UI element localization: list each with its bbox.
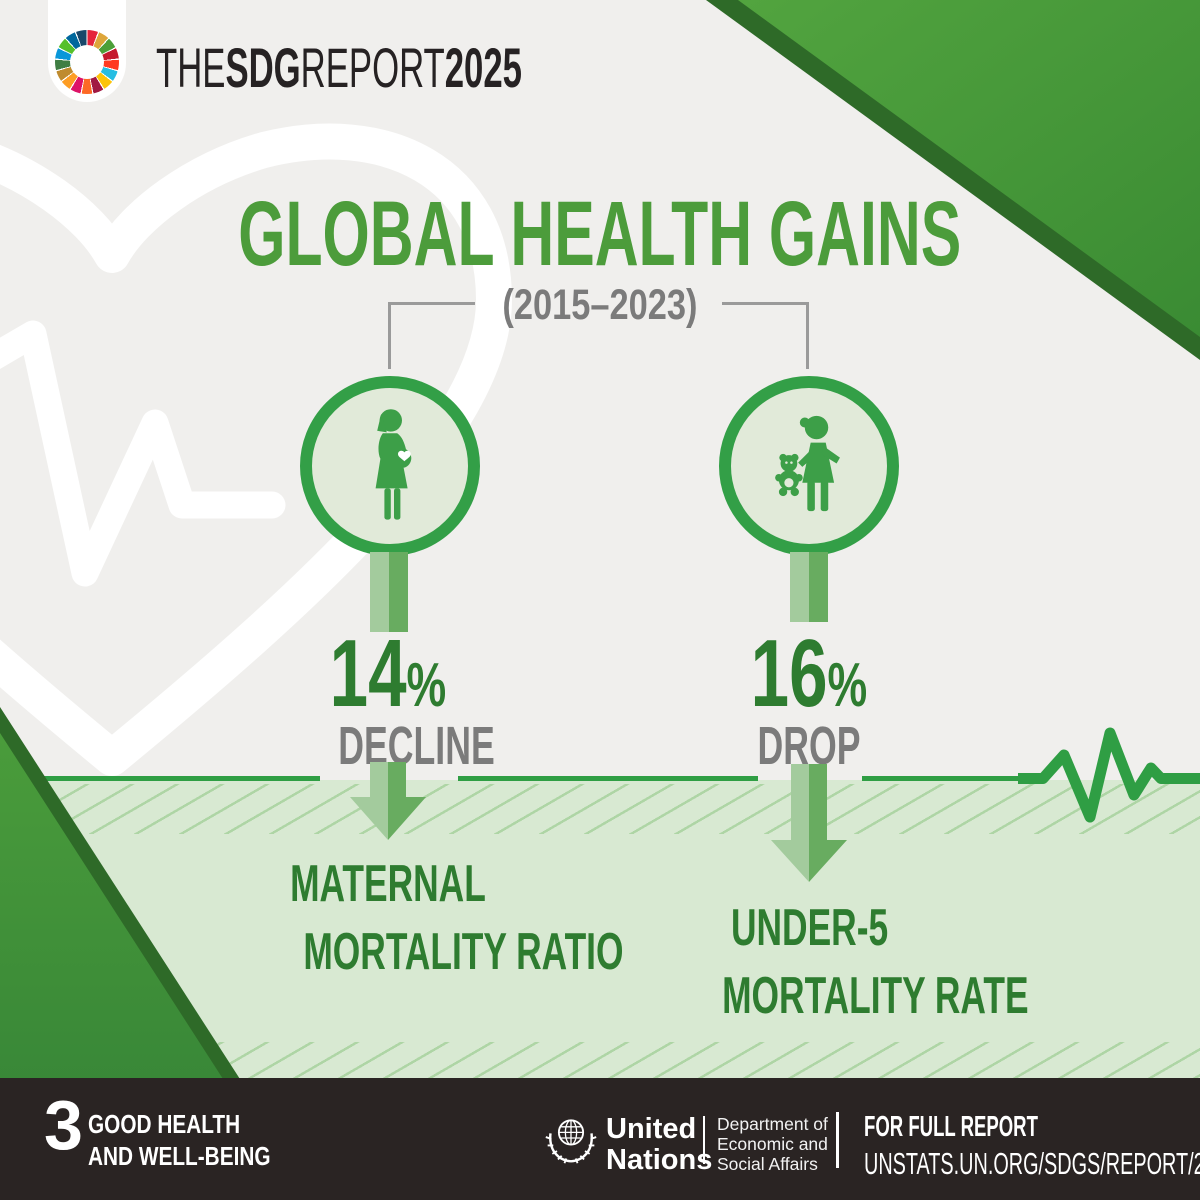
baseline-segment xyxy=(458,776,758,781)
brand-sdg: SDG xyxy=(225,36,301,99)
down-arrow-icon xyxy=(771,764,847,882)
goal-name-line: AND WELL-BEING xyxy=(88,1141,271,1171)
dept-line: Department of xyxy=(717,1114,828,1134)
un-name-line: Nations xyxy=(606,1144,713,1176)
report-url: UNSTATS.UN.ORG/SDGS/REPORT/2025 xyxy=(864,1146,1200,1181)
under5-badge xyxy=(719,376,899,556)
un-name-line: United xyxy=(606,1113,697,1145)
page-title: GLOBAL HEALTH GAINS xyxy=(238,183,962,285)
connector-bracket-right xyxy=(722,302,809,369)
goal-name-line: GOOD HEALTH xyxy=(88,1109,241,1139)
pregnant-woman-icon xyxy=(375,409,412,520)
brand-year: 2025 xyxy=(444,36,522,99)
baseline-segment xyxy=(862,776,1018,781)
heart-outline-icon xyxy=(0,123,512,776)
report-brand: THESDGREPORT2025 xyxy=(156,40,746,96)
maternal-badge xyxy=(300,376,480,556)
sdg-wheel-icon xyxy=(55,30,119,94)
connector-bracket-left xyxy=(388,302,475,369)
subtitle-years: (2015–2023) xyxy=(502,281,698,329)
footer-divider xyxy=(703,1116,705,1164)
arrow-shaft xyxy=(370,552,408,632)
brand-report: REPORT xyxy=(300,36,445,99)
down-arrow-icon xyxy=(350,762,426,840)
sdg-wheel-hole xyxy=(70,45,104,79)
stat-label-line: MORTALITY RATE xyxy=(722,967,1029,1025)
dept-line: Economic and xyxy=(717,1134,828,1154)
un-department: Department of Economic and Social Affair… xyxy=(717,1114,828,1174)
sdg-goal-name: GOOD HEALTH AND WELL-BEING xyxy=(88,1111,316,1175)
child-with-teddy-icon xyxy=(775,415,840,512)
stat-value: 16 xyxy=(750,620,828,727)
stat-value: 14 xyxy=(329,620,407,727)
un-name: United Nations xyxy=(606,1114,712,1176)
brand-the: THE xyxy=(156,36,226,99)
report-cta: FOR FULL REPORT xyxy=(864,1111,1038,1143)
footer-bar: 3 GOOD HEALTH AND WELL-BEING United Nati… xyxy=(0,1078,1200,1200)
report-link-block: FOR FULL REPORT UNSTATS.UN.ORG/SDGS/REPO… xyxy=(864,1111,1200,1181)
corner-triangle-top-right xyxy=(738,0,1200,337)
white-heartbeat-line-icon xyxy=(0,320,286,587)
heartbeat-line-icon xyxy=(1018,727,1200,823)
baseline-segment xyxy=(0,776,320,781)
maternal-label: MATERNAL MORTALITY RATIO xyxy=(228,855,623,994)
un-emblem-icon xyxy=(545,1119,597,1164)
arrow-shaft xyxy=(790,552,828,622)
dept-line: Social Affairs xyxy=(717,1154,818,1174)
stat-label-line: MORTALITY RATIO xyxy=(303,923,624,981)
under5-label: UNDER-5 MORTALITY RATE xyxy=(650,899,1028,1038)
stat-unit: % xyxy=(406,651,447,720)
sdg-wheel-tab xyxy=(48,0,126,102)
hatch-band-top xyxy=(0,784,1200,834)
stat-change-word: DECLINE xyxy=(338,716,495,776)
sdg-goal-number: 3 xyxy=(44,1086,83,1164)
stat-label-line: UNDER-5 xyxy=(731,899,889,957)
stat-unit: % xyxy=(827,651,868,720)
maternal-value: 14% xyxy=(298,626,478,722)
under5-value: 16% xyxy=(719,626,899,722)
footer-divider xyxy=(836,1112,839,1168)
stat-label-line: MATERNAL xyxy=(290,855,486,913)
